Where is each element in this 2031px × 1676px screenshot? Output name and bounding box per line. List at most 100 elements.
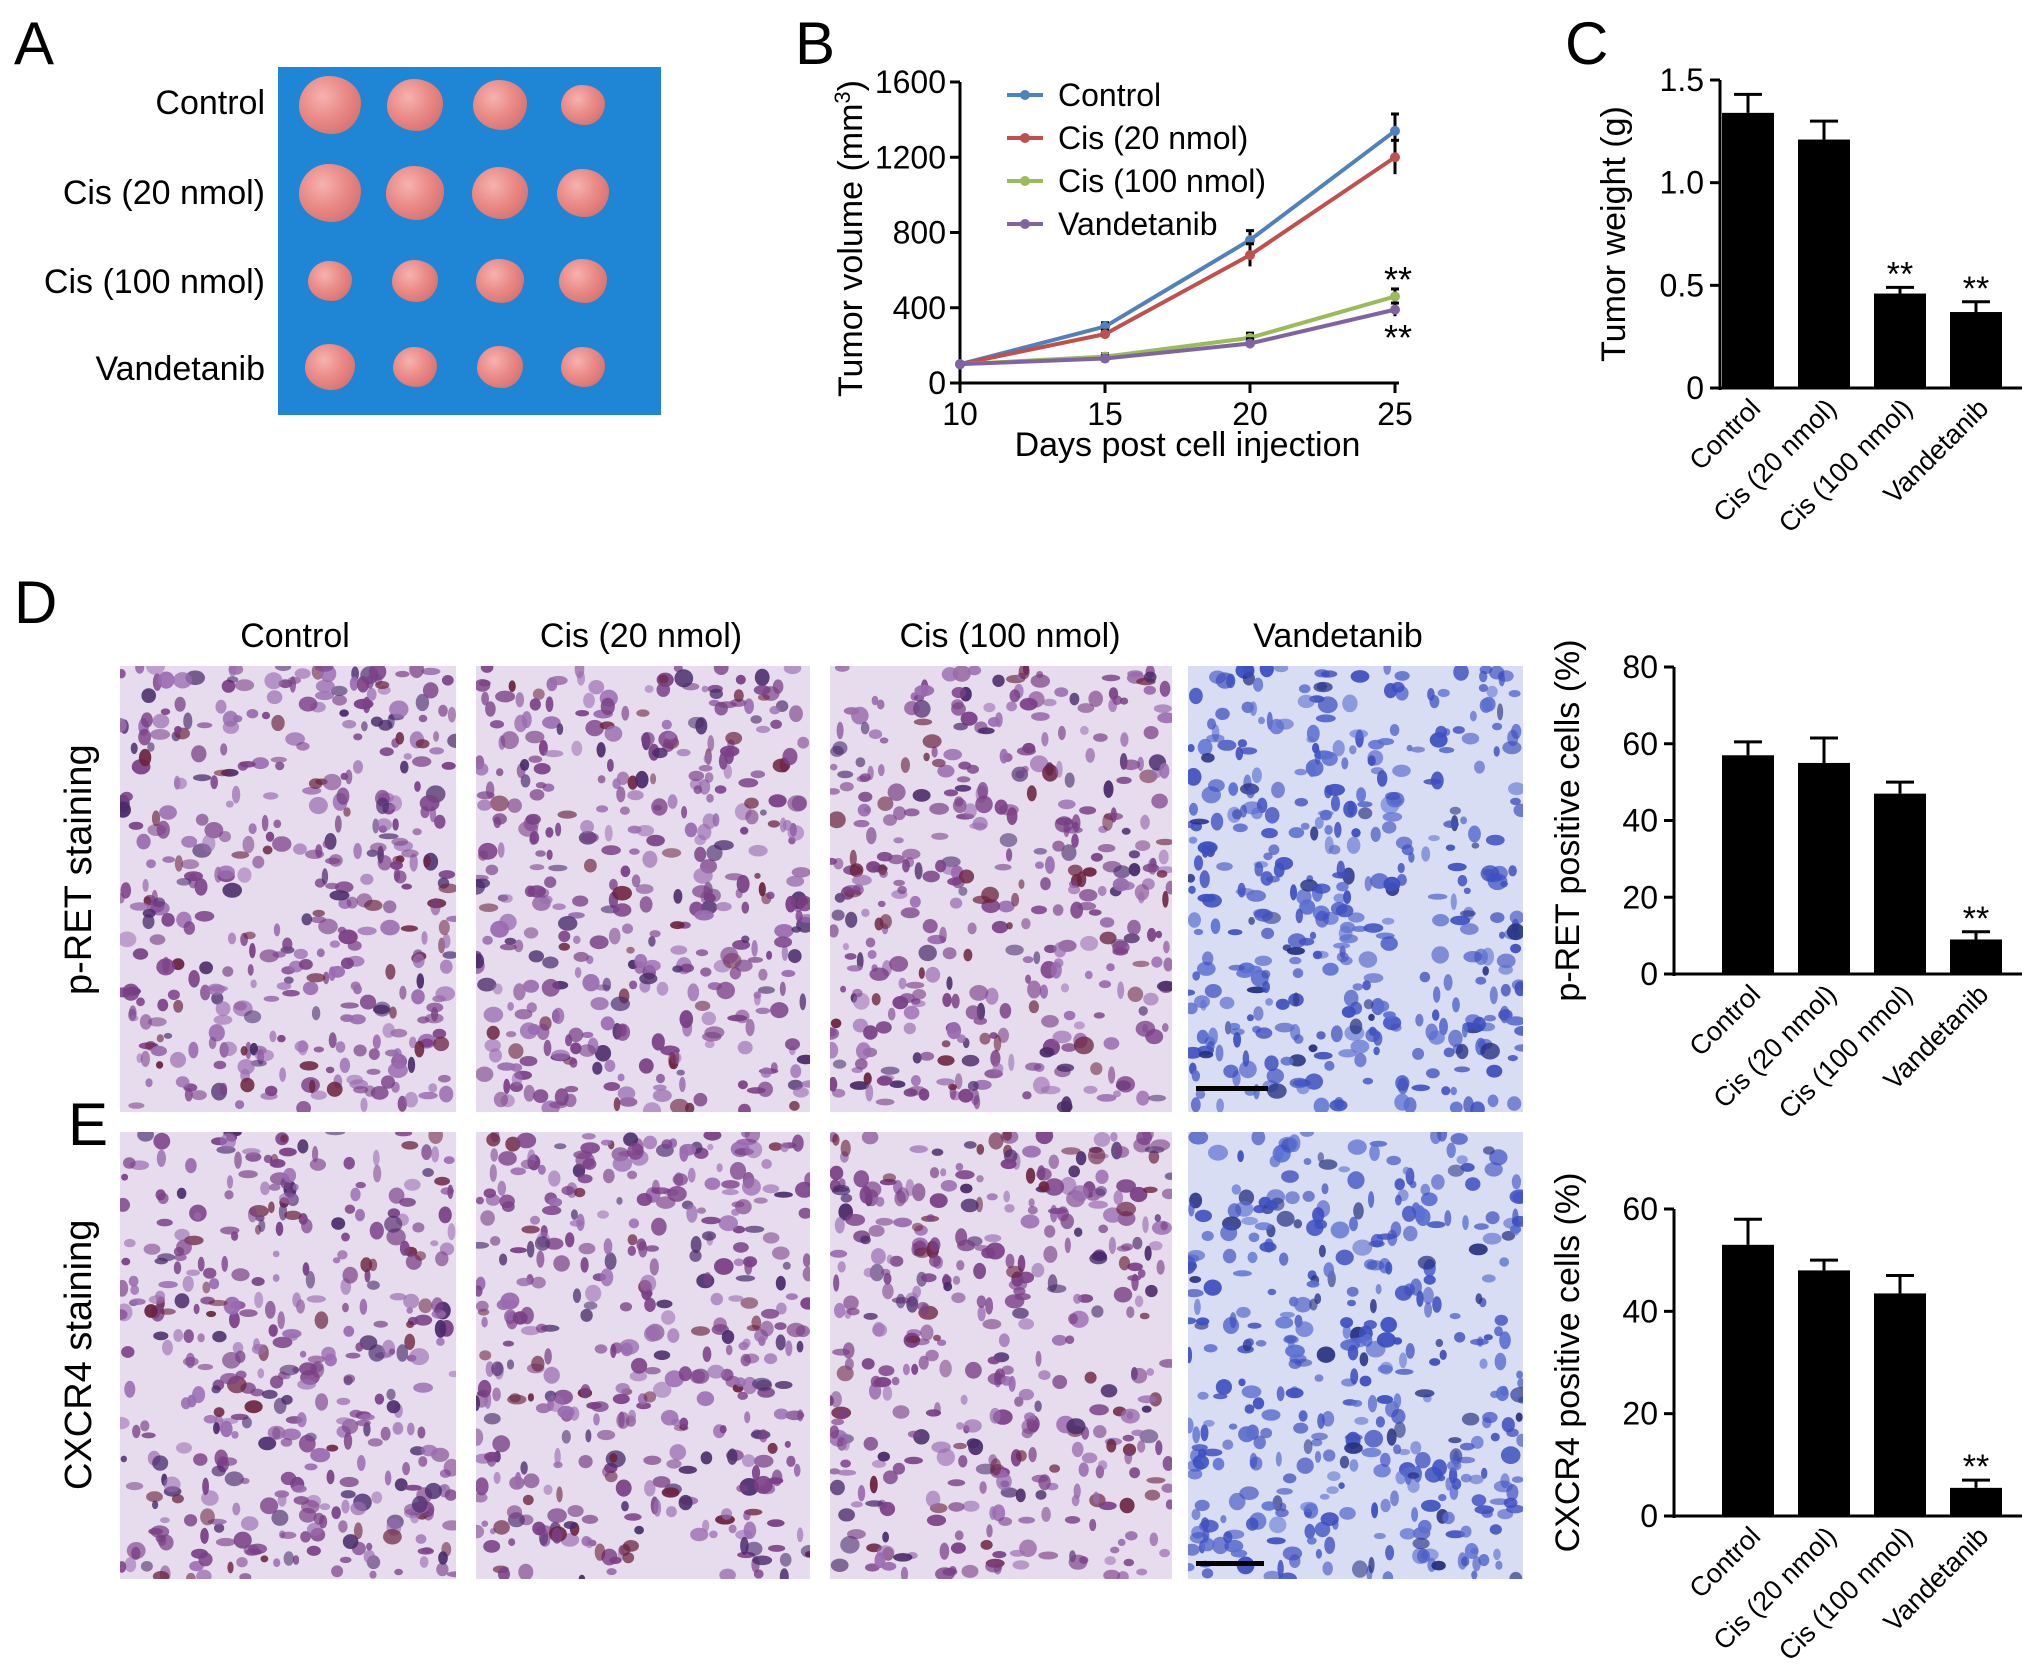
cell-nucleus <box>998 900 1015 913</box>
cell-nucleus <box>913 694 925 702</box>
cell-nucleus <box>207 983 225 996</box>
cell-nucleus <box>999 833 1018 848</box>
cell-nucleus <box>280 1134 288 1143</box>
category-label: Cis (100 nmol) <box>1773 979 1918 1124</box>
cell-nucleus <box>281 1428 301 1441</box>
tumor-specimen <box>557 169 609 217</box>
cell-nucleus <box>1143 685 1156 695</box>
cell-nucleus <box>495 690 516 703</box>
cell-nucleus <box>652 747 668 759</box>
cell-nucleus <box>830 788 840 795</box>
cell-nucleus <box>728 1524 737 1534</box>
cell-nucleus <box>353 1044 367 1057</box>
cell-nucleus <box>529 698 541 711</box>
cell-nucleus <box>972 816 988 831</box>
cell-nucleus <box>1243 666 1255 678</box>
cell-nucleus <box>157 998 169 1012</box>
cell-nucleus <box>588 680 605 695</box>
cell-nucleus <box>1397 1077 1409 1095</box>
cell-nucleus <box>497 1062 516 1071</box>
cell-nucleus <box>1280 1056 1294 1066</box>
cell-nucleus <box>581 832 599 843</box>
cell-nucleus <box>710 1292 723 1306</box>
cell-nucleus <box>261 711 271 720</box>
cell-nucleus <box>199 961 213 975</box>
cell-nucleus <box>146 859 156 869</box>
cell-nucleus <box>1373 1046 1380 1056</box>
cell-nucleus <box>714 701 728 716</box>
cell-nucleus <box>1138 1006 1148 1016</box>
cell-nucleus <box>740 1297 759 1309</box>
cell-nucleus <box>162 856 175 863</box>
cell-nucleus <box>512 1311 528 1325</box>
cell-nucleus <box>1089 1518 1097 1532</box>
cell-nucleus <box>1266 1068 1284 1084</box>
cell-nucleus <box>967 666 982 676</box>
cell-nucleus <box>490 1236 501 1246</box>
cell-nucleus <box>401 1141 419 1150</box>
cell-nucleus <box>594 1045 612 1062</box>
cell-nucleus <box>1044 1225 1056 1238</box>
cell-nucleus <box>750 715 762 724</box>
cell-nucleus <box>1299 899 1316 915</box>
cell-nucleus <box>414 1040 425 1058</box>
cell-nucleus <box>211 1465 226 1477</box>
cell-nucleus <box>905 981 925 989</box>
cell-nucleus <box>687 983 700 1002</box>
cell-nucleus <box>531 1355 545 1372</box>
cell-nucleus <box>781 945 789 961</box>
cell-nucleus <box>369 1570 377 1579</box>
series-line-3 <box>959 307 1396 367</box>
cell-nucleus <box>624 1513 642 1521</box>
cell-nucleus <box>768 794 787 808</box>
cell-nucleus <box>1108 1066 1116 1084</box>
cell-nucleus <box>1188 873 1196 883</box>
cell-nucleus <box>185 1158 197 1174</box>
cell-nucleus <box>519 1056 538 1067</box>
cell-nucleus <box>331 1506 341 1520</box>
cell-nucleus <box>1093 733 1108 742</box>
cell-nucleus <box>585 1284 602 1302</box>
cell-nucleus <box>830 811 846 829</box>
cell-nucleus <box>369 1221 384 1240</box>
cell-nucleus <box>1486 685 1498 698</box>
cell-nucleus <box>345 769 353 785</box>
cell-nucleus <box>326 1469 335 1485</box>
cell-nucleus <box>1389 724 1400 736</box>
cell-nucleus <box>650 773 657 785</box>
cell-nucleus <box>946 1022 962 1040</box>
cell-nucleus <box>718 1215 738 1232</box>
cell-nucleus <box>865 937 876 948</box>
cell-nucleus <box>1227 806 1242 823</box>
cell-nucleus <box>837 770 854 779</box>
cell-nucleus <box>292 1183 299 1191</box>
cell-nucleus <box>1246 986 1267 994</box>
cell-nucleus <box>1162 1023 1169 1032</box>
cell-nucleus <box>960 711 978 726</box>
cell-nucleus <box>1449 806 1461 815</box>
cell-nucleus <box>563 1521 577 1530</box>
cell-nucleus <box>447 1223 456 1241</box>
cell-nucleus <box>698 764 713 772</box>
cell-nucleus <box>1033 951 1041 965</box>
cell-nucleus <box>830 1027 840 1040</box>
cell-nucleus <box>1209 670 1226 684</box>
cell-nucleus <box>1253 677 1264 692</box>
cell-nucleus <box>243 931 256 940</box>
cell-nucleus <box>636 709 650 717</box>
cell-nucleus <box>876 699 885 710</box>
cell-nucleus <box>1267 1083 1287 1099</box>
cell-nucleus <box>535 1403 551 1414</box>
cell-nucleus <box>1461 1023 1468 1038</box>
cell-nucleus <box>260 1497 279 1515</box>
cell-nucleus <box>313 1046 324 1053</box>
cell-nucleus <box>176 1442 192 1454</box>
cell-nucleus <box>931 832 949 840</box>
cell-nucleus <box>196 722 213 729</box>
cell-nucleus <box>1254 955 1272 966</box>
cell-nucleus <box>951 1292 966 1304</box>
cell-nucleus <box>219 831 231 843</box>
cell-nucleus <box>268 1183 281 1191</box>
cell-nucleus <box>842 943 849 951</box>
cell-nucleus <box>180 1397 192 1410</box>
